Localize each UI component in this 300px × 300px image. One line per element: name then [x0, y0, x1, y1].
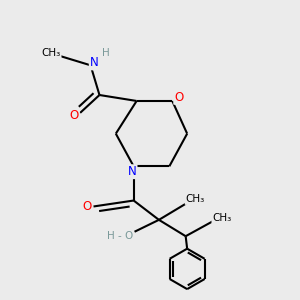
Text: CH₃: CH₃: [212, 213, 232, 223]
Text: N: N: [128, 165, 136, 178]
Text: H: H: [101, 48, 109, 59]
Text: CH₃: CH₃: [186, 194, 205, 204]
Text: N: N: [90, 56, 98, 69]
Text: O: O: [82, 200, 91, 213]
Text: O: O: [174, 91, 184, 104]
Text: O: O: [70, 109, 79, 122]
Text: H - O: H - O: [106, 231, 133, 241]
Text: CH₃: CH₃: [41, 48, 61, 58]
